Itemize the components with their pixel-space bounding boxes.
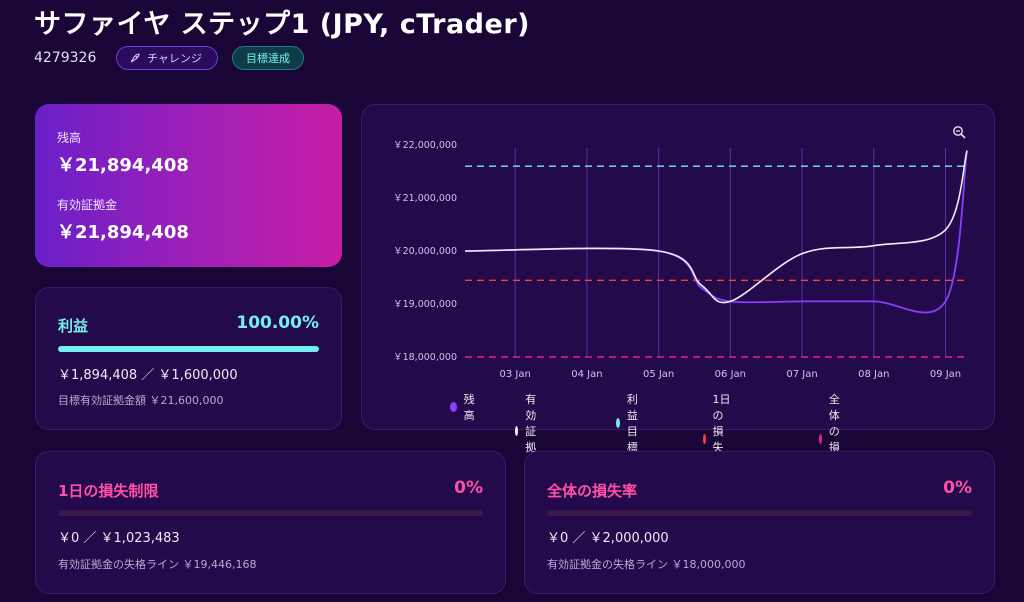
equity-chart: 03 Jan 04 Jan 05 Jan 06 Jan 07 Jan 08 Jan 09 J…: [393, 140, 968, 380]
total-loss-amounts: ￥0 ／ ￥2,000,000: [547, 531, 669, 546]
legend-swatch: [819, 434, 822, 444]
x-tick-label: 04 Jan: [571, 369, 602, 380]
legend-swatch: [616, 418, 620, 428]
total-loss-fail-line: 有効証拠金の失格ライン ￥18,000,000: [547, 558, 746, 571]
x-tick-label: 05 Jan: [643, 369, 674, 380]
daily-loss-percent: 0%: [454, 478, 483, 498]
equity-series-line: [464, 150, 968, 304]
legend-swatch: [703, 434, 706, 444]
target-achieved-badge: 目標達成: [232, 46, 304, 70]
chart-card: 03 Jan 04 Jan 05 Jan 06 Jan 07 Jan 08 Jan 09 J…: [361, 104, 995, 486]
y-tick-label: ￥22,000,000: [393, 140, 457, 151]
balance-series-line: [464, 150, 968, 314]
x-tick-label: 08 Jan: [858, 369, 889, 380]
legend-label: 利益目標: [626, 393, 638, 454]
equity-label: 有効証拠金: [57, 198, 118, 212]
x-tick-label: 09 Jan: [930, 369, 961, 380]
equity-value: ￥21,894,408: [57, 222, 189, 243]
zoom-out-icon[interactable]: [952, 125, 966, 139]
legend-swatch: [450, 402, 457, 412]
balance-label: 残高: [57, 131, 82, 145]
profit-amounts: ￥1,894,408 ／ ￥1,600,000: [58, 368, 238, 383]
challenge-badge: チャレンジ: [116, 46, 218, 70]
daily-loss-card: 1日の損失制限 0% ￥0 ／ ￥1,023,483 有効証拠金の失格ライン ￥…: [35, 451, 506, 594]
target-achieved-label: 目標達成: [246, 52, 290, 65]
legend-item[interactable]: 利益目標: [616, 391, 644, 455]
x-tick-label: 03 Jan: [500, 369, 531, 380]
daily-loss-fail-line: 有効証拠金の失格ライン ￥19,446,168: [58, 558, 257, 571]
account-id: 4279326: [34, 50, 97, 66]
profit-progress-bar: [58, 346, 319, 352]
x-tick-label: 07 Jan: [786, 369, 817, 380]
y-tick-label: ￥19,000,000: [393, 299, 457, 310]
y-tick-label: ￥18,000,000: [393, 352, 457, 363]
rocket-icon: [130, 53, 140, 63]
legend-swatch: [515, 426, 519, 436]
daily-loss-amounts: ￥0 ／ ￥1,023,483: [58, 531, 180, 546]
total-loss-label: 全体の損失率: [547, 482, 638, 500]
total-loss-percent: 0%: [943, 478, 972, 498]
daily-loss-progress-bar: [58, 510, 483, 516]
total-loss-card: 全体の損失率 0% ￥0 ／ ￥2,000,000 有効証拠金の失格ライン ￥1…: [524, 451, 995, 594]
profit-card: 利益 100.00% ￥1,894,408 ／ ￥1,600,000 目標有効証…: [35, 287, 342, 430]
legend-label: 残高: [463, 393, 475, 422]
profit-percent: 100.00%: [236, 313, 319, 333]
profit-target-line: 目標有効証拠金額 ￥21,600,000: [58, 394, 224, 407]
legend-item[interactable]: 残高: [450, 391, 478, 423]
x-tick-label: 06 Jan: [715, 369, 746, 380]
profit-progress-fill: [58, 346, 319, 352]
y-tick-label: ￥20,000,000: [393, 246, 457, 257]
daily-loss-label: 1日の損失制限: [58, 482, 159, 500]
total-loss-progress-bar: [547, 510, 972, 516]
balance-value: ￥21,894,408: [57, 155, 189, 176]
y-tick-label: ￥21,000,000: [393, 193, 457, 204]
page-title: サファイヤ ステップ1 (JPY, cTrader): [34, 9, 530, 40]
profit-label: 利益: [58, 317, 89, 335]
challenge-badge-label: チャレンジ: [147, 52, 202, 65]
balance-card: 残高 ￥21,894,408 有効証拠金 ￥21,894,408: [35, 104, 342, 267]
